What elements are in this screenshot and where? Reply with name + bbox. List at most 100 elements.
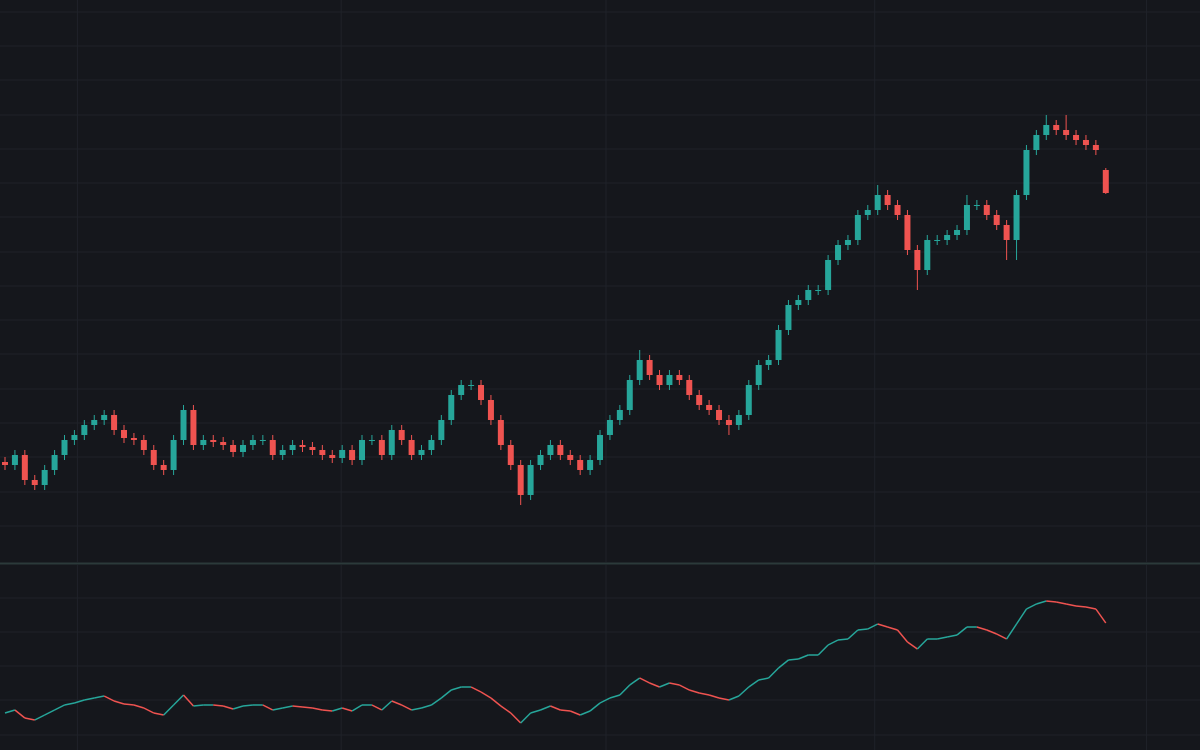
indicator-line (599, 697, 611, 704)
candle-body (944, 235, 951, 240)
candle-body (1023, 150, 1030, 195)
indicator-line (837, 638, 849, 641)
candle-body (309, 447, 316, 450)
candle-body (458, 385, 465, 395)
candle-body (398, 430, 405, 440)
candle-body (706, 405, 713, 410)
candle-body (378, 440, 385, 455)
candle-body (408, 440, 415, 455)
candle-body (934, 240, 941, 241)
candle-body (170, 440, 177, 470)
candle-body (696, 395, 703, 405)
candle-body (1003, 225, 1010, 240)
candle-body (884, 195, 891, 205)
indicator-line (907, 641, 918, 650)
candle-body (438, 420, 445, 440)
candle-body (1013, 195, 1020, 240)
candle-body (180, 410, 187, 440)
indicator-line (956, 626, 968, 636)
indicator-line (64, 702, 75, 706)
candle-body (339, 450, 346, 458)
indicator-line (54, 704, 65, 711)
indicator-line (430, 697, 442, 706)
candle-body (91, 420, 98, 425)
indicator-line (619, 684, 631, 696)
candle-body (983, 205, 990, 215)
candle-body (140, 440, 147, 450)
indicator-line (857, 628, 868, 631)
candle-body (111, 415, 118, 430)
indicator-line (222, 705, 234, 710)
indicator-line (520, 712, 532, 724)
candle-body (289, 445, 296, 450)
indicator-line (1015, 608, 1028, 625)
indicator-line (4, 709, 16, 714)
candle-body (904, 215, 911, 250)
indicator-line (272, 707, 283, 711)
candle-body (785, 305, 792, 330)
candle-body (1063, 130, 1070, 135)
candle-body (745, 385, 752, 415)
indicator-line (659, 682, 670, 688)
candle-body (487, 400, 494, 420)
candle-body (319, 450, 326, 455)
indicator-line (1085, 606, 1097, 610)
indicator-line (371, 704, 383, 711)
candle-body (954, 230, 961, 235)
candle-body (1102, 170, 1109, 193)
candle-body (190, 410, 197, 445)
indicator-line (540, 705, 551, 711)
candle-body (1043, 125, 1050, 135)
candle-body (973, 205, 980, 206)
indicator-line (569, 710, 581, 716)
indicator-line (986, 629, 997, 635)
indicator-line (817, 644, 829, 656)
indicator-line (877, 623, 888, 628)
indicator-line (312, 707, 323, 711)
indicator-line (798, 654, 809, 660)
indicator-line (887, 626, 898, 631)
indicator-line (768, 667, 780, 679)
indicator-line (1026, 603, 1037, 610)
indicator-line (1065, 603, 1077, 607)
indicator-line (24, 717, 35, 721)
indicator-line (728, 695, 740, 701)
candle-body (874, 195, 881, 210)
candle-body (567, 455, 574, 460)
indicator-line (976, 626, 988, 631)
indicator-line (560, 709, 571, 712)
indicator-line (480, 691, 492, 699)
candle-body (130, 438, 137, 440)
indicator-line (451, 686, 462, 691)
candle-body (21, 455, 28, 480)
candle-body (636, 360, 643, 380)
candle-body (51, 455, 58, 470)
indicator-line (332, 707, 343, 712)
candle-body (666, 375, 673, 385)
indicator-line (550, 705, 561, 711)
candle-body (735, 415, 742, 425)
candle-body (795, 300, 802, 305)
indicator-line (738, 686, 750, 697)
candle-body (626, 380, 633, 410)
candle-body (924, 240, 931, 270)
candle-body (676, 375, 683, 380)
candle-body (448, 395, 455, 420)
candle-body (765, 360, 772, 365)
candle-body (61, 440, 68, 455)
indicator-line (94, 695, 105, 699)
indicator-line (689, 689, 700, 694)
indicator-line (1056, 601, 1067, 605)
candle-body (150, 450, 157, 465)
indicator-line (34, 714, 46, 721)
indicator-line (758, 677, 769, 681)
candle-body (914, 250, 921, 270)
candle-body (101, 415, 108, 420)
candle-body (249, 440, 256, 445)
candle-body (805, 290, 812, 300)
indicator-line (778, 659, 789, 669)
candle-body (279, 450, 286, 455)
